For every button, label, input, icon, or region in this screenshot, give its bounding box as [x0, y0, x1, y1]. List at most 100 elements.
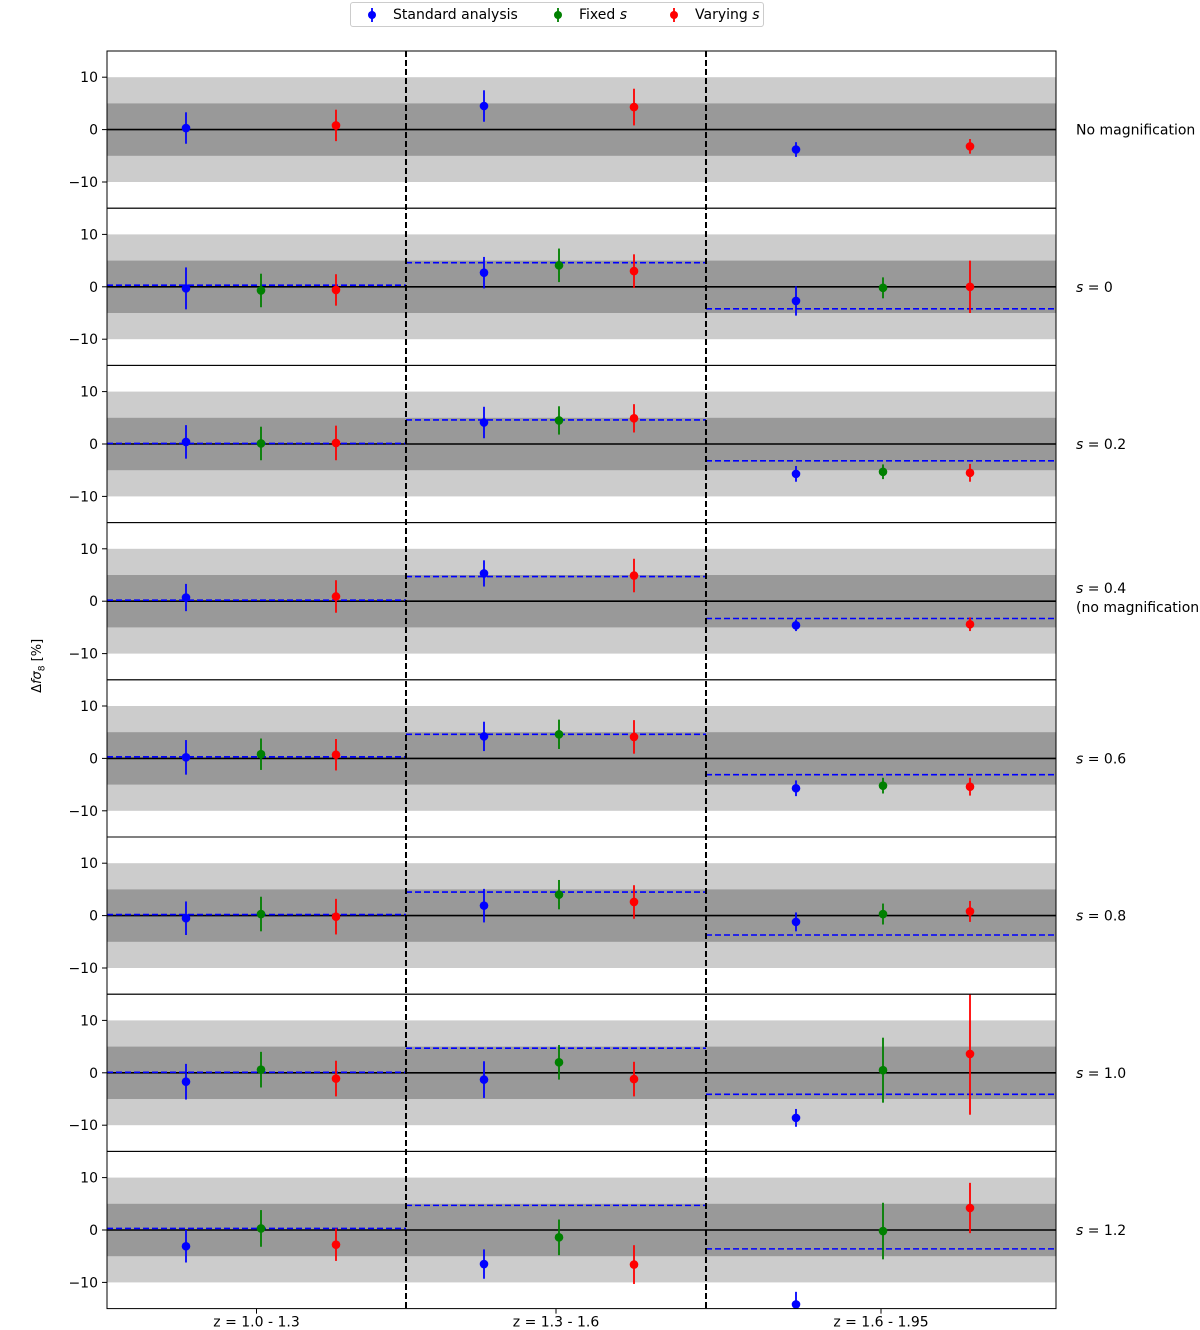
legend-label-fixed-text: Fixed — [579, 7, 620, 23]
panel-2: 10 0 −10 s = 0.2 — [68, 364, 1126, 524]
point-standard — [791, 621, 801, 630]
y-tick-label: 0 — [89, 1223, 98, 1239]
point-standard — [479, 1259, 489, 1269]
legend-label-standard: Standard analysis — [393, 7, 518, 23]
panel-label-var: s — [1076, 437, 1083, 453]
panel-0: 10 0 −10 No magnification — [68, 50, 1195, 209]
y-tick-label: 0 — [89, 1066, 98, 1082]
y-tick-label: 0 — [89, 751, 98, 767]
panel-6: 10 0 −10 s = 1.0 — [68, 993, 1126, 1152]
y-tick-label: 10 — [80, 1013, 98, 1029]
point-fixed — [878, 781, 888, 790]
point-fixed — [878, 283, 888, 293]
y-tick-label: −10 — [68, 332, 98, 348]
panel-frame — [106, 1150, 1057, 1310]
panel-label: s = 0.2 — [1076, 437, 1126, 453]
legend-label-varying-var: s — [752, 7, 760, 23]
point-standard — [479, 732, 489, 741]
point-varying — [965, 1203, 975, 1213]
y-tick-label: 10 — [80, 542, 98, 558]
point-varying — [629, 732, 639, 742]
legend-marker-fixed — [554, 8, 562, 22]
point-varying — [629, 1074, 639, 1084]
point-standard — [479, 569, 489, 578]
panel-label-var: s — [1076, 1223, 1083, 1239]
point-fixed — [554, 729, 564, 739]
point-standard — [479, 418, 489, 427]
panel-label-var: s — [1076, 581, 1083, 597]
point-standard — [791, 1300, 801, 1309]
point-varying — [331, 750, 341, 760]
point-standard — [181, 593, 191, 602]
y-tick-label: 10 — [80, 856, 98, 872]
y-tick-label: −10 — [68, 489, 98, 505]
point-varying — [331, 912, 341, 921]
point-standard — [791, 917, 801, 927]
y-tick-label: 0 — [89, 437, 98, 453]
point-standard — [479, 101, 489, 111]
y-tick-label: 10 — [80, 70, 98, 86]
panel-label-note: (no magnification) — [1076, 600, 1200, 616]
point-fixed — [878, 1065, 888, 1075]
panel-3: 10 0 −10 s = 0.4 (no magnification) — [68, 522, 1200, 681]
point-standard — [479, 1075, 489, 1084]
panel-1: 10 0 −10 s = 0 — [68, 207, 1113, 366]
point-standard — [181, 1241, 191, 1251]
legend-marker-varying — [670, 8, 678, 22]
panel-label: s = 0.4 — [1076, 581, 1126, 597]
panel-label: s = 1.0 — [1076, 1066, 1126, 1082]
point-fixed — [554, 1233, 564, 1242]
point-fixed — [878, 909, 888, 919]
panel-label-value: = 0.2 — [1083, 437, 1126, 453]
x-tick-label: z = 1.3 - 1.6 — [513, 1315, 600, 1330]
y-tick-label: 0 — [89, 280, 98, 296]
point-fixed — [554, 1058, 564, 1067]
legend-label-fixed: Fixed s — [579, 7, 627, 23]
panel-label-value: = 1.0 — [1083, 1066, 1126, 1082]
point-standard — [479, 901, 489, 910]
point-varying — [331, 121, 341, 130]
point-varying — [331, 285, 341, 295]
point-fixed — [256, 1224, 266, 1233]
x-tick-label: z = 1.6 - 1.95 — [833, 1315, 928, 1330]
point-standard — [479, 268, 489, 277]
y-tick-label: 10 — [80, 227, 98, 243]
point-fixed — [256, 286, 266, 295]
point-varying — [965, 142, 975, 151]
y-tick-label: 10 — [80, 699, 98, 715]
point-standard — [791, 145, 801, 154]
panel-label-var: s — [1076, 909, 1083, 925]
point-varying — [629, 414, 639, 423]
panel-label-value: = 0.8 — [1083, 909, 1126, 925]
point-standard — [181, 1077, 191, 1087]
point-standard — [181, 284, 191, 293]
point-fixed — [878, 1226, 888, 1236]
x-tick-label: z = 1.0 - 1.3 — [213, 1315, 299, 1330]
point-fixed — [878, 467, 888, 477]
legend-label-fixed-var: s — [619, 7, 628, 23]
point-varying — [965, 282, 975, 292]
panel-label-value: = 1.2 — [1083, 1223, 1126, 1239]
point-fixed — [554, 261, 564, 270]
y-tick-label: 0 — [89, 123, 98, 139]
legend-marker-standard — [368, 8, 376, 22]
point-varying — [965, 907, 975, 916]
point-fixed — [256, 1065, 266, 1074]
panel-label-var: s — [1076, 280, 1083, 296]
y-tick-label: −10 — [68, 804, 98, 820]
point-varying — [331, 1074, 341, 1083]
y-tick-label: −10 — [68, 647, 98, 663]
panel-label: No magnification — [1076, 123, 1195, 139]
point-standard — [181, 913, 191, 923]
legend-label-varying: Varying s — [695, 7, 760, 23]
panel-5: 10 0 −10 s = 0.8 — [68, 836, 1126, 995]
point-varying — [965, 619, 975, 629]
panel-label: s = 0.8 — [1076, 909, 1126, 925]
point-varying — [965, 1049, 975, 1059]
y-tick-label: 10 — [80, 1171, 98, 1187]
point-standard — [791, 1113, 801, 1123]
point-varying — [629, 266, 639, 276]
point-varying — [629, 897, 639, 907]
point-varying — [965, 782, 975, 791]
